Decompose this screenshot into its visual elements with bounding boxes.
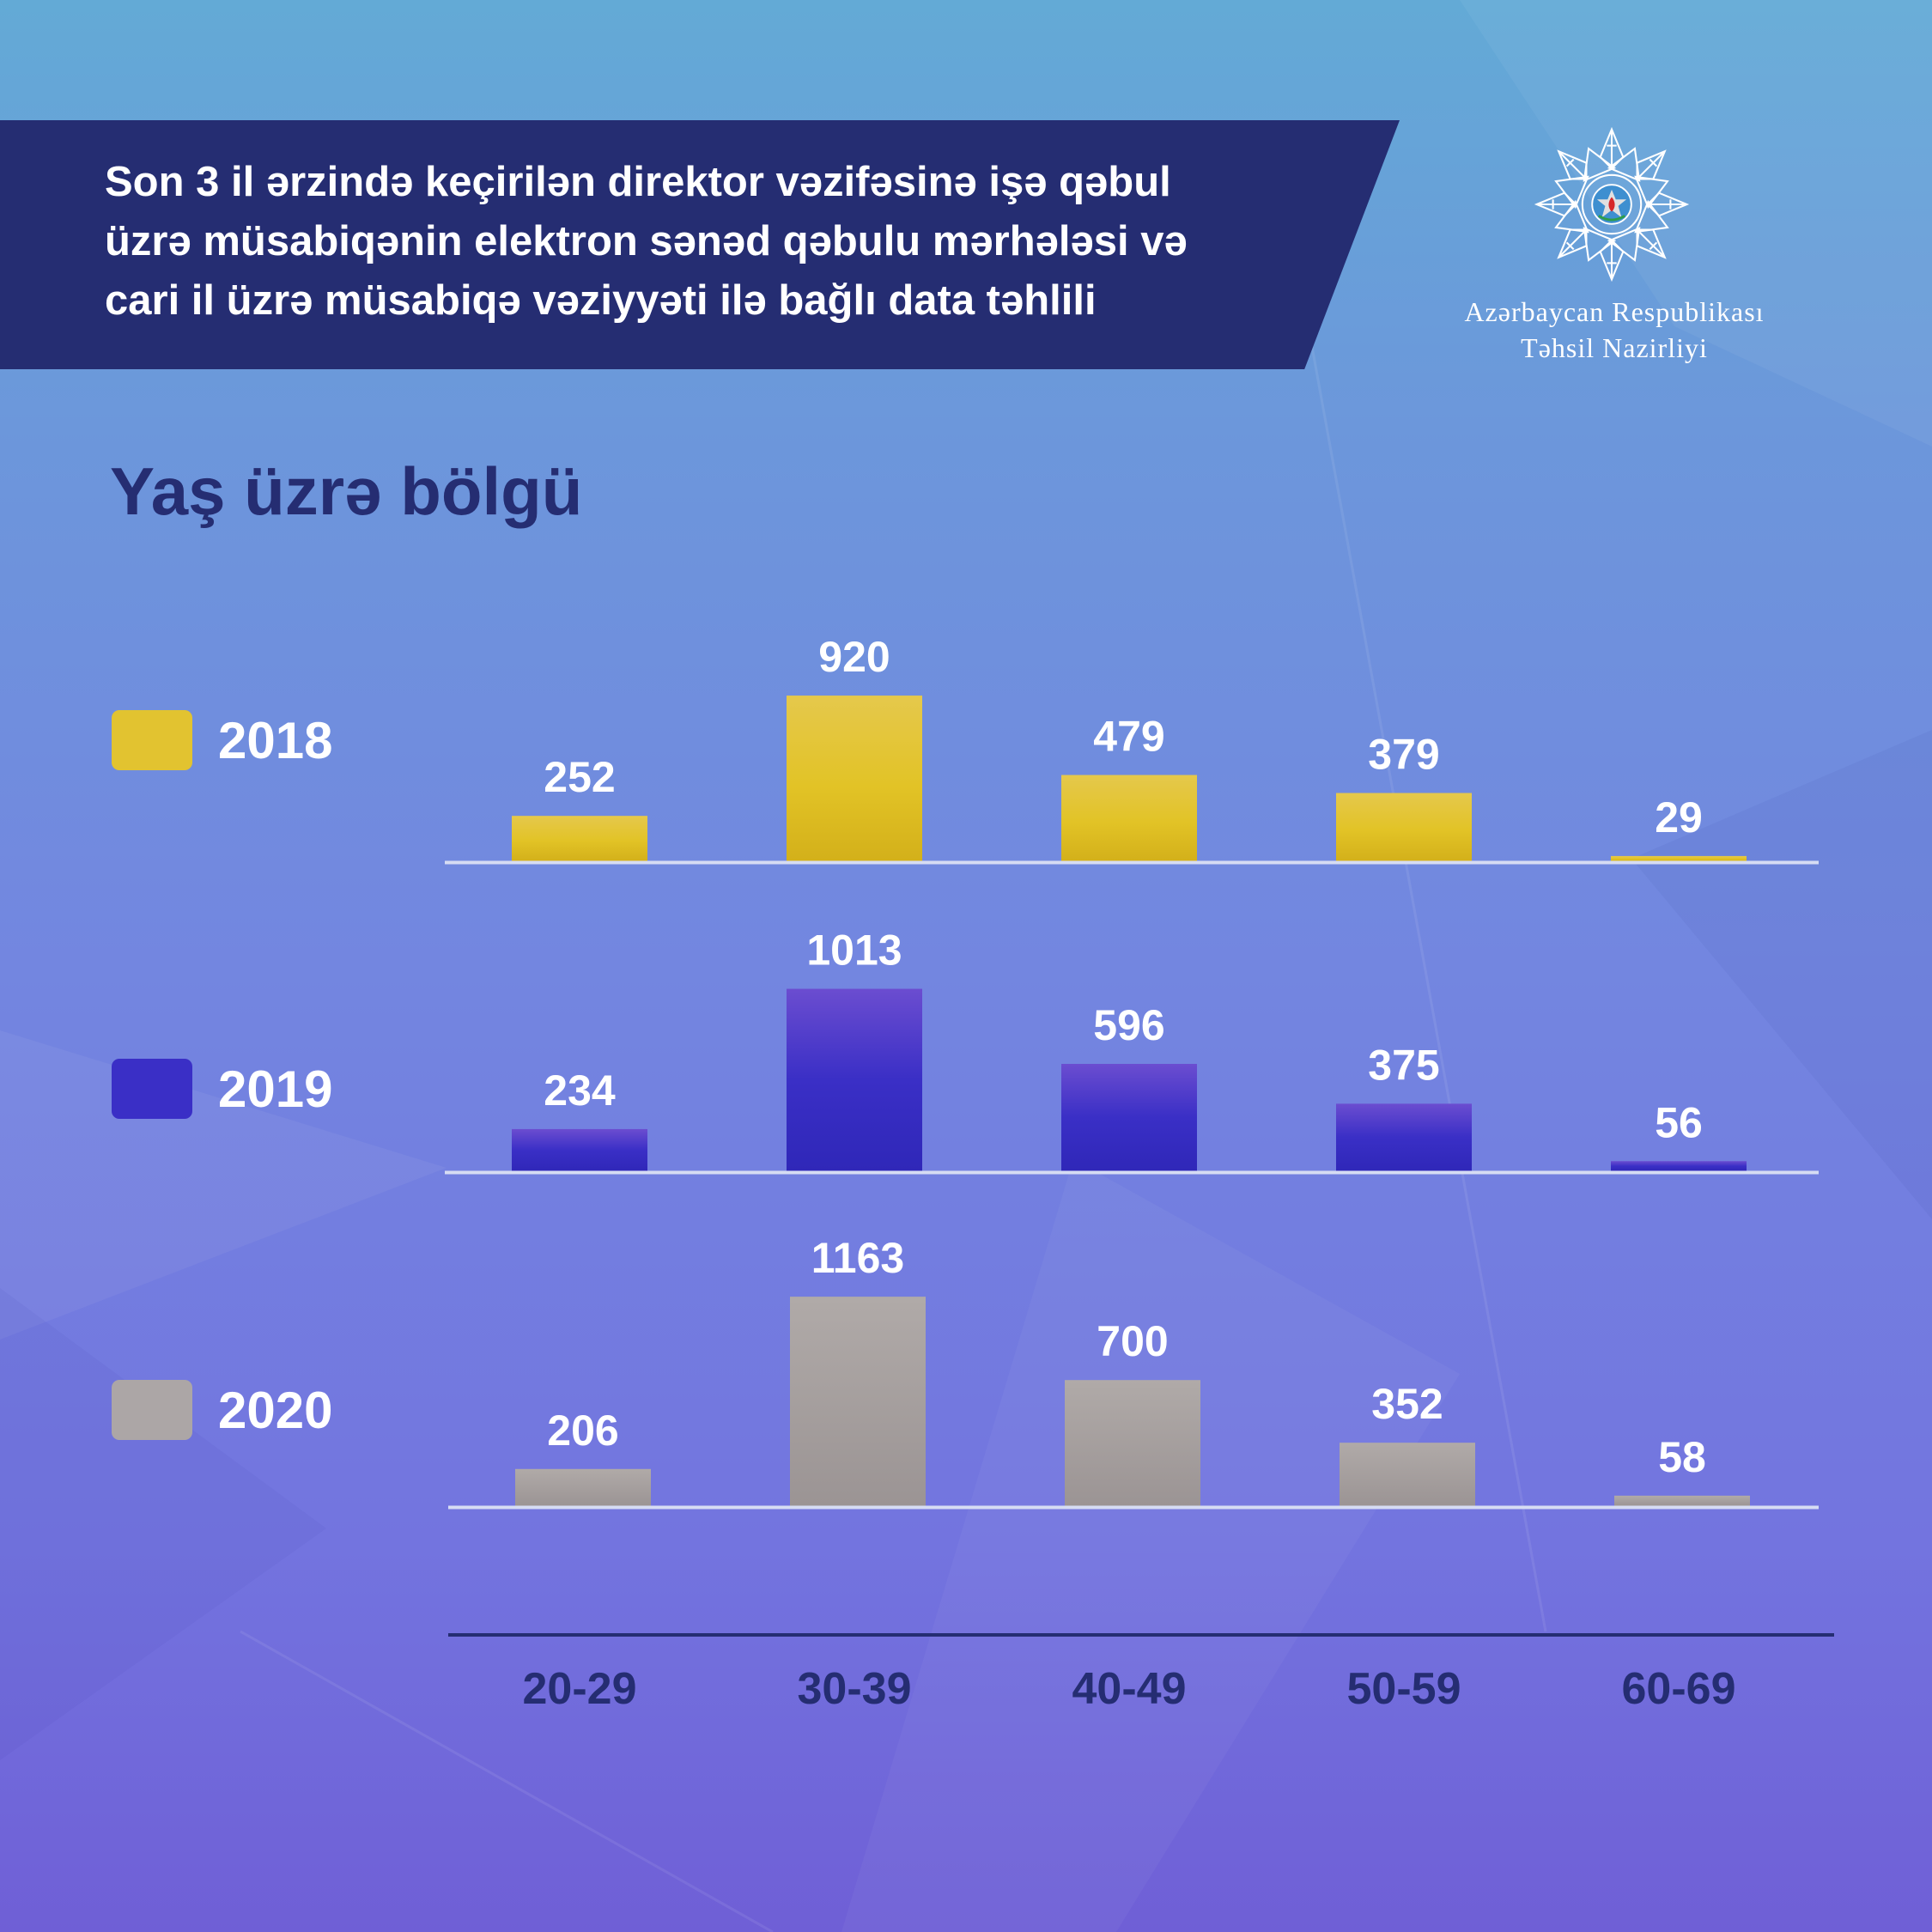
value-label-2020-30-39: 1163 bbox=[811, 1234, 904, 1282]
legend-swatch-2020 bbox=[112, 1380, 192, 1440]
bar-2018-20-29 bbox=[512, 816, 647, 861]
value-label-2020-50-59: 352 bbox=[1371, 1380, 1443, 1428]
value-label-2018-20-29: 252 bbox=[544, 753, 615, 801]
bar-2019-20-29 bbox=[512, 1128, 647, 1171]
value-label-2020-20-29: 206 bbox=[547, 1406, 618, 1455]
panel-2018: 252 920 479 379 29 bbox=[445, 633, 1819, 865]
legend-label-2019: 2019 bbox=[218, 1060, 333, 1118]
category-label-30-39: 30-39 bbox=[798, 1664, 912, 1714]
title-banner bbox=[0, 120, 1400, 369]
ministry-name-line-2: Təhsil Nazirliyi bbox=[1521, 332, 1708, 363]
bar-2018-50-59 bbox=[1336, 793, 1472, 861]
title-line-1: Son 3 il ərzində keçirilən direktor vəzi… bbox=[105, 159, 1171, 205]
value-label-2019-30-39: 1013 bbox=[806, 927, 902, 975]
bar-2019-50-59 bbox=[1336, 1103, 1472, 1171]
value-label-2018-60-69: 29 bbox=[1655, 793, 1703, 841]
bar-2019-30-39 bbox=[787, 988, 922, 1171]
category-label-60-69: 60-69 bbox=[1622, 1664, 1736, 1714]
value-label-2019-50-59: 375 bbox=[1368, 1041, 1439, 1089]
value-label-2020-40-49: 700 bbox=[1097, 1317, 1168, 1365]
bar-2019-60-69 bbox=[1611, 1161, 1747, 1171]
value-label-2018-30-39: 920 bbox=[818, 633, 890, 681]
value-label-2018-50-59: 379 bbox=[1368, 731, 1439, 779]
category-label-40-49: 40-49 bbox=[1072, 1664, 1187, 1714]
ministry-emblem-icon bbox=[1534, 126, 1690, 283]
bar-2020-50-59 bbox=[1340, 1443, 1475, 1506]
ministry-name: Azərbaycan Respublikası Təhsil Nazirliyi bbox=[1391, 294, 1838, 366]
panel-2020: 206 1163 700 352 58 bbox=[448, 1234, 1819, 1510]
legend-label-2020: 2020 bbox=[218, 1382, 333, 1439]
bar-2018-30-39 bbox=[787, 696, 922, 861]
page-title: Son 3 il ərzində keçirilən direktor vəzi… bbox=[105, 153, 1290, 331]
legend-swatch-2019 bbox=[112, 1059, 192, 1119]
bar-2020-30-39 bbox=[790, 1297, 926, 1506]
bar-2018-40-49 bbox=[1061, 775, 1197, 861]
value-label-2019-20-29: 234 bbox=[544, 1066, 616, 1115]
bar-2018-60-69 bbox=[1611, 855, 1747, 861]
title-line-2: üzrə müsabiqənin elektron sənəd qəbulu m… bbox=[105, 218, 1188, 264]
category-label-20-29: 20-29 bbox=[523, 1664, 637, 1714]
title-line-3: cari il üzrə müsabiqə vəziyyəti ilə bağl… bbox=[105, 277, 1097, 324]
chart-title: Yaş üzrə bölgü bbox=[110, 453, 583, 529]
value-label-2020-60-69: 58 bbox=[1658, 1433, 1706, 1481]
bar-2020-60-69 bbox=[1614, 1495, 1750, 1506]
panel-2019: 234 1013 596 375 56 bbox=[445, 927, 1819, 1175]
legend-swatch-2018 bbox=[112, 710, 192, 770]
value-label-2018-40-49: 479 bbox=[1093, 713, 1164, 761]
bar-2020-40-49 bbox=[1065, 1380, 1200, 1506]
value-label-2019-60-69: 56 bbox=[1655, 1098, 1703, 1146]
bar-2019-40-49 bbox=[1061, 1064, 1197, 1171]
ministry-name-line-1: Azərbaycan Respublikası bbox=[1464, 296, 1765, 327]
bar-2020-20-29 bbox=[515, 1468, 651, 1506]
legend-label-2018: 2018 bbox=[218, 712, 333, 769]
category-label-50-59: 50-59 bbox=[1347, 1664, 1461, 1714]
value-label-2019-40-49: 596 bbox=[1093, 1001, 1164, 1049]
